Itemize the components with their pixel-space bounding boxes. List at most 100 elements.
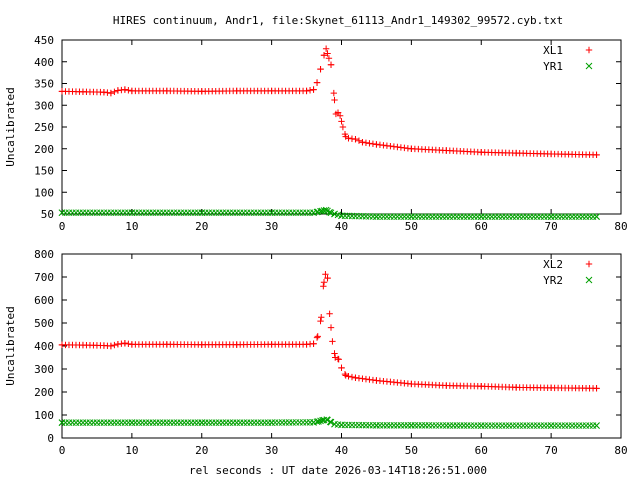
data-point — [326, 418, 334, 426]
data-point — [408, 213, 415, 220]
legend-marker-XL2 — [585, 260, 593, 268]
data-point — [320, 279, 328, 286]
data-point — [79, 341, 87, 349]
y-tick-label: 200 — [34, 386, 54, 399]
y-tick-label: 200 — [34, 143, 54, 156]
x-tick-label: 80 — [614, 444, 627, 457]
y-tick-label: 800 — [34, 248, 54, 261]
data-point — [58, 341, 66, 349]
data-point — [327, 61, 335, 68]
data-point — [345, 135, 352, 142]
x-tick-label: 30 — [265, 220, 278, 233]
data-point — [268, 419, 275, 426]
x-tick-label: 70 — [545, 444, 558, 457]
series-XL2 — [58, 271, 600, 392]
data-point — [443, 147, 450, 154]
data-point — [547, 422, 555, 429]
x-tick-label: 80 — [614, 220, 627, 233]
x-tick-label: 0 — [59, 444, 66, 457]
data-point — [593, 151, 600, 159]
data-point — [408, 380, 415, 388]
x-tick-label: 10 — [125, 444, 138, 457]
data-point — [359, 139, 366, 146]
data-point — [79, 88, 87, 95]
data-point — [198, 88, 205, 95]
data-point — [233, 341, 240, 348]
x-tick-label: 60 — [475, 444, 488, 457]
data-point — [163, 87, 171, 95]
legend-label-XL2: XL2 — [543, 258, 563, 271]
data-point — [478, 149, 485, 156]
data-point — [198, 341, 205, 348]
y-axis-title: Uncalibrated — [4, 87, 17, 166]
data-point — [362, 139, 370, 146]
data-point — [128, 87, 136, 95]
data-point — [313, 79, 321, 86]
data-point — [323, 416, 331, 423]
data-point — [128, 419, 136, 426]
y-tick-label: 50 — [41, 208, 54, 221]
data-point — [326, 310, 333, 317]
data-point — [408, 145, 415, 152]
series-YR1 — [58, 206, 600, 220]
x-tick-label: 60 — [475, 220, 488, 233]
data-point — [330, 89, 338, 97]
data-point — [163, 341, 171, 348]
x-tick-label: 50 — [405, 220, 418, 233]
data-point — [233, 87, 240, 95]
data-point — [310, 86, 317, 93]
data-point — [121, 86, 129, 93]
data-point — [327, 209, 335, 217]
data-point — [322, 45, 330, 52]
series-YR2 — [58, 416, 600, 429]
data-point — [352, 135, 359, 143]
y-tick-label: 600 — [34, 294, 54, 307]
data-point — [268, 209, 275, 217]
y-tick-label: 0 — [47, 432, 54, 445]
data-point — [477, 213, 485, 220]
x-tick-label: 40 — [335, 444, 348, 457]
data-point — [338, 421, 345, 429]
data-point — [306, 87, 314, 94]
data-point — [125, 87, 132, 94]
data-point — [512, 149, 520, 157]
y-tick-label: 100 — [34, 409, 54, 422]
data-point — [111, 341, 118, 349]
data-point — [366, 140, 373, 147]
x-axis-title: rel seconds : UT date 2026-03-14T18:26:5… — [189, 464, 487, 477]
y-tick-label: 500 — [34, 317, 54, 330]
data-point — [100, 89, 108, 96]
x-tick-label: 40 — [335, 220, 348, 233]
data-point — [310, 340, 317, 347]
data-point — [313, 334, 321, 341]
data-point — [336, 112, 344, 119]
data-point — [593, 422, 600, 429]
data-point — [348, 373, 356, 381]
legend-marker-YR1 — [585, 62, 593, 70]
data-point — [100, 342, 108, 349]
data-point — [58, 209, 66, 217]
series-XL1 — [58, 45, 600, 159]
data-point — [128, 341, 136, 348]
x-tick-label: 10 — [125, 220, 138, 233]
legend-label-XL1: XL1 — [543, 44, 563, 57]
data-point — [107, 342, 115, 350]
data-point — [335, 356, 342, 363]
data-point — [593, 213, 600, 220]
data-point — [329, 338, 336, 345]
top-panel: 0 10 20 30 40 50 60 70 80 50 100 150 200 250 300 350 400… — [4, 34, 628, 233]
legend-marker-YR2 — [585, 276, 593, 284]
data-point — [477, 422, 485, 429]
x-tick-label: 0 — [59, 220, 66, 233]
data-point — [331, 96, 338, 104]
data-point — [369, 140, 377, 148]
data-point — [332, 354, 339, 361]
data-point — [58, 419, 66, 426]
data-point — [58, 88, 66, 95]
y-tick-label: 700 — [34, 271, 54, 284]
x-tick-label: 30 — [265, 444, 278, 457]
data-point — [345, 373, 352, 380]
data-point — [443, 382, 450, 389]
data-point — [512, 384, 520, 391]
